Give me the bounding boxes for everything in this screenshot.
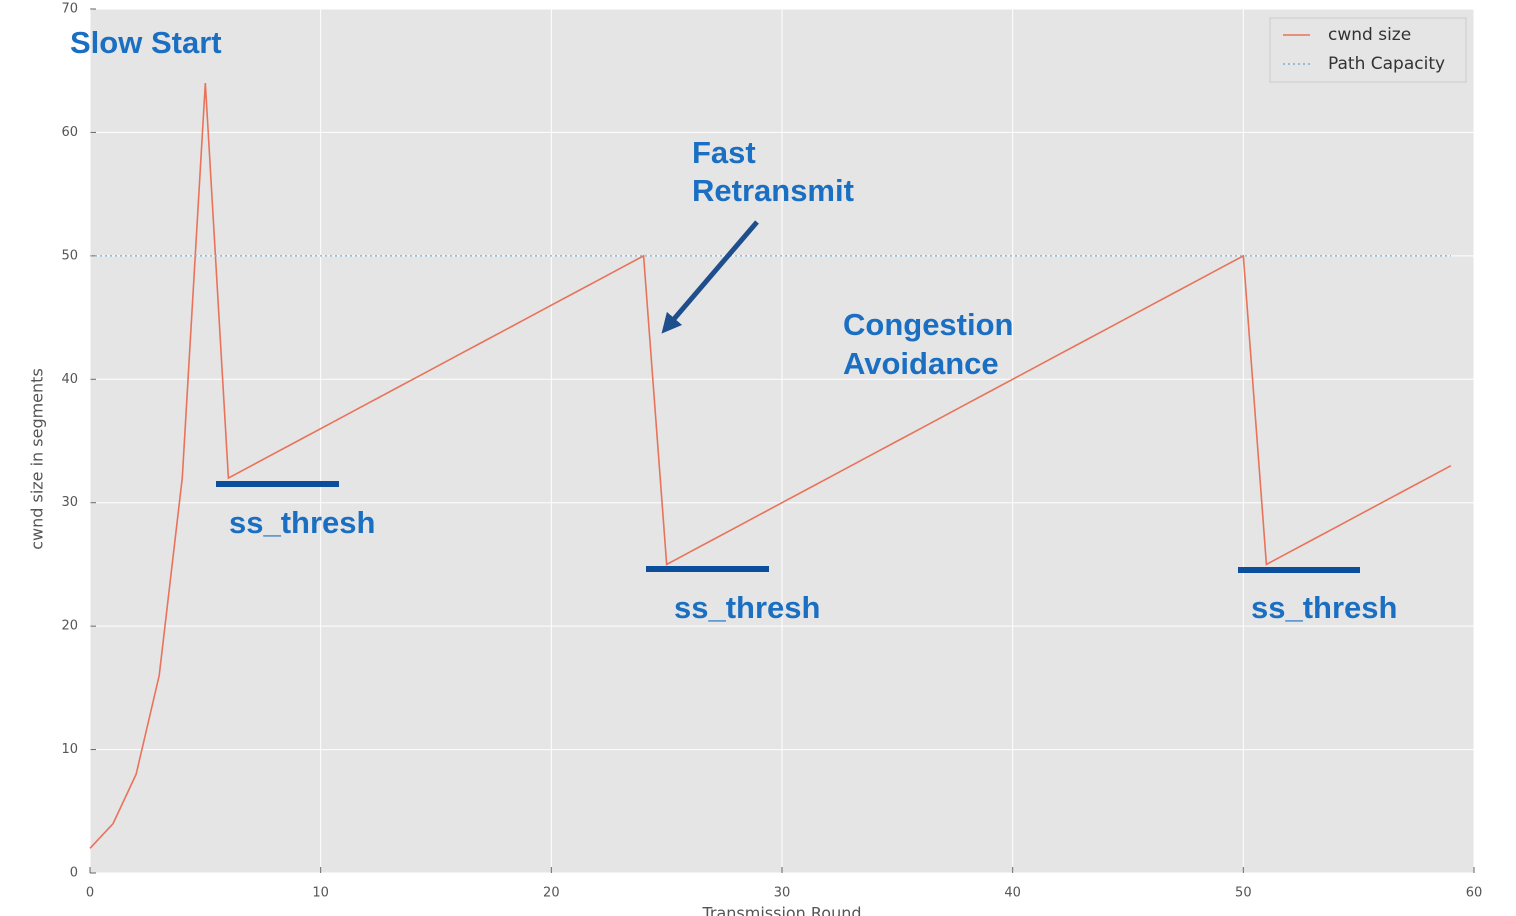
y-tick-label: 60 xyxy=(61,125,78,140)
annotation: ss_thresh xyxy=(229,505,375,540)
arrow xyxy=(661,220,759,334)
y-tick-label: 70 xyxy=(61,2,78,17)
legend-label: Path Capacity xyxy=(1328,54,1445,74)
y-tick-label: 50 xyxy=(61,248,78,263)
x-tick-label: 40 xyxy=(1004,886,1021,901)
x-tick-label: 50 xyxy=(1235,886,1252,901)
annotation: Avoidance xyxy=(843,346,999,381)
annotation: Slow Start xyxy=(70,25,222,60)
y-tick-label: 30 xyxy=(61,495,78,510)
y-tick-label: 40 xyxy=(61,372,78,387)
x-tick-label: 10 xyxy=(312,886,329,901)
y-axis-label: cwnd size in segments xyxy=(28,368,47,550)
x-axis-label: Transmission Round xyxy=(701,904,861,916)
series-line xyxy=(89,83,1452,849)
legend-box xyxy=(1269,17,1467,83)
annotation: Retransmit xyxy=(692,173,854,208)
x-tick-label: 0 xyxy=(86,886,94,901)
annotation: Fast xyxy=(692,135,756,170)
x-tick-label: 60 xyxy=(1466,886,1483,901)
annotation: ss_thresh xyxy=(1251,590,1397,625)
y-tick-label: 10 xyxy=(61,742,78,757)
x-tick-label: 30 xyxy=(774,886,791,901)
x-tick-label: 20 xyxy=(543,886,560,901)
y-tick-label: 0 xyxy=(70,866,78,881)
annotation: Congestion xyxy=(843,307,1014,342)
y-tick-label: 20 xyxy=(61,619,78,634)
legend-label: cwnd size xyxy=(1328,25,1411,45)
annotation: ss_thresh xyxy=(674,590,820,625)
